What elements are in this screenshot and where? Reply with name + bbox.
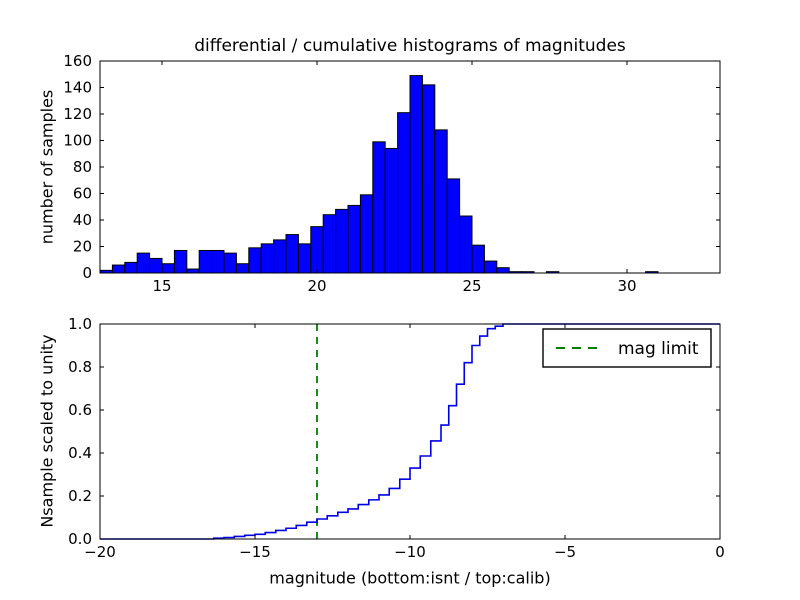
x-tick-label: −15 bbox=[239, 543, 271, 561]
cumulative-step-line bbox=[100, 323, 720, 540]
histogram-bar bbox=[322, 214, 337, 274]
histogram-bar bbox=[496, 267, 510, 274]
y-tick-label: 0 bbox=[82, 264, 92, 282]
y-tick-label: 0.6 bbox=[68, 401, 92, 419]
histogram-bar bbox=[372, 141, 386, 274]
histogram-bar bbox=[335, 208, 349, 274]
y-tick-label: 120 bbox=[63, 105, 92, 123]
bottom-xlabel: magnitude (bottom:isnt / top:calib) bbox=[269, 568, 551, 588]
x-tick-label: −20 bbox=[84, 543, 116, 561]
y-tick-label: 1.0 bbox=[68, 315, 92, 333]
y-tick-label: 140 bbox=[63, 79, 92, 97]
histogram-bar bbox=[347, 204, 361, 274]
x-tick-label: 15 bbox=[152, 277, 171, 295]
histogram-bar bbox=[149, 257, 163, 274]
bottom-ylabel: Nsample scaled to unity bbox=[37, 334, 57, 528]
y-tick-label: 0.4 bbox=[68, 444, 92, 462]
histogram-bar bbox=[161, 263, 175, 274]
top-ylabel: number of samples bbox=[37, 89, 57, 245]
histogram-bar bbox=[198, 249, 213, 274]
histogram-bar bbox=[359, 194, 374, 274]
histogram-bar bbox=[471, 244, 485, 274]
histogram-bar bbox=[434, 129, 448, 274]
histogram-bar bbox=[446, 178, 461, 274]
histogram-bar bbox=[459, 215, 473, 274]
y-tick-label: 100 bbox=[63, 132, 92, 150]
x-tick-label: 25 bbox=[462, 277, 481, 295]
histogram-bar bbox=[136, 252, 151, 274]
x-tick-label: 30 bbox=[617, 277, 636, 295]
histogram-bar bbox=[421, 84, 436, 274]
y-tick-label: 0.2 bbox=[68, 487, 92, 505]
y-tick-label: 160 bbox=[63, 52, 92, 70]
y-tick-label: 40 bbox=[73, 211, 92, 229]
histogram-bar bbox=[248, 247, 262, 274]
histogram-bar bbox=[186, 268, 200, 274]
histogram-bar bbox=[260, 243, 275, 274]
y-tick-label: 20 bbox=[73, 238, 92, 256]
histogram-bar bbox=[173, 249, 188, 274]
x-tick-label: −10 bbox=[394, 543, 426, 561]
y-tick-label: 0.0 bbox=[68, 530, 92, 548]
legend-box bbox=[542, 328, 712, 368]
x-tick-label: −5 bbox=[554, 543, 576, 561]
histogram-bar bbox=[235, 263, 250, 274]
histogram-bar bbox=[310, 226, 324, 274]
histogram-bar bbox=[285, 234, 299, 274]
histogram-bar bbox=[409, 75, 423, 274]
histogram-bar bbox=[384, 147, 399, 274]
histogram-bar bbox=[223, 252, 237, 274]
figure-title: differential / cumulative histograms of … bbox=[194, 36, 626, 56]
legend-label: mag limit bbox=[618, 339, 699, 359]
y-tick-label: 0.8 bbox=[68, 358, 92, 376]
x-tick-label: 0 bbox=[715, 543, 725, 561]
histogram-bar bbox=[297, 243, 312, 274]
histogram-bar bbox=[273, 239, 287, 274]
x-tick-label: 20 bbox=[307, 277, 326, 295]
histogram-bar bbox=[211, 249, 225, 274]
histogram-bar bbox=[397, 112, 411, 274]
y-tick-label: 80 bbox=[73, 158, 92, 176]
y-tick-label: 60 bbox=[73, 185, 92, 203]
histogram-bar bbox=[111, 264, 126, 274]
histogram-bar bbox=[124, 261, 138, 274]
histogram-bar bbox=[483, 260, 498, 274]
